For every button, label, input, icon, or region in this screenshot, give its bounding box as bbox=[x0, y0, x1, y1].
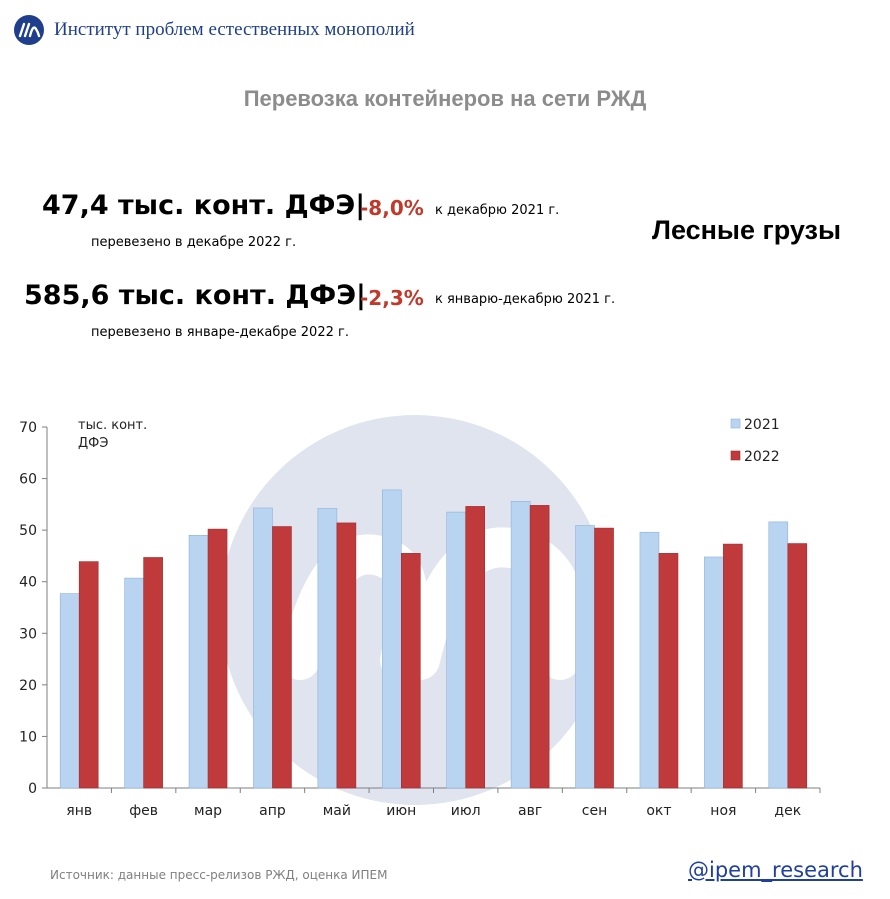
source-note: Источник: данные пресс-релизов РЖД, оцен… bbox=[50, 868, 388, 882]
bar-2022-июн bbox=[400, 553, 421, 789]
x-tick-label: дек bbox=[774, 803, 801, 819]
bar-2022-дек bbox=[787, 543, 808, 789]
bar-2021-янв bbox=[59, 593, 80, 789]
x-tick-label: май bbox=[323, 803, 351, 819]
bar-2022-сен bbox=[594, 527, 614, 789]
y-tick-label: 20 bbox=[19, 678, 37, 694]
x-tick-label: июн bbox=[386, 803, 416, 819]
ipem-logo-icon bbox=[14, 15, 44, 45]
x-tick-label: июл bbox=[451, 803, 481, 819]
year-change: -2,3% bbox=[360, 286, 424, 310]
y-tick-label: 70 bbox=[19, 420, 37, 436]
month-comparison: к декабрю 2021 г. bbox=[435, 203, 560, 218]
y-tick-label: 40 bbox=[19, 575, 37, 591]
bar-2021-июн bbox=[381, 489, 402, 789]
bar-2022-ноя bbox=[723, 543, 743, 789]
bar-chart: 0 10 20 30 40 50 60 70 янв фев мар апр май июн июл авг… bbox=[19, 415, 821, 819]
x-tick-label: авг bbox=[518, 803, 542, 819]
bar-2022-янв bbox=[78, 561, 99, 789]
year-value: 585,6 тыс. конт. ДФЭ| bbox=[24, 280, 366, 311]
bar-2021-ноя bbox=[704, 556, 724, 789]
x-tick-label: окт bbox=[646, 803, 671, 819]
x-tick-label: фев bbox=[129, 803, 158, 819]
x-tick-label: янв bbox=[66, 803, 92, 819]
bar-2021-мар bbox=[188, 535, 209, 789]
legend-label: 2021 bbox=[744, 417, 780, 433]
bar-2022-июл bbox=[465, 506, 486, 789]
y-tick-label: 10 bbox=[19, 729, 37, 745]
bar-2022-фев bbox=[143, 557, 163, 789]
bar-2021-апр bbox=[253, 507, 273, 789]
legend-label: 2022 bbox=[744, 449, 780, 465]
y-tick-label: 30 bbox=[19, 626, 37, 642]
bar-2021-окт bbox=[639, 531, 660, 789]
bar-2021-авг bbox=[510, 500, 531, 789]
bar-2021-июл bbox=[446, 511, 467, 789]
month-note: перевезено в декабре 2022 г. bbox=[91, 235, 297, 250]
legend: 2021 2022 bbox=[730, 417, 780, 465]
header: Институт проблем естественных монополий bbox=[14, 14, 415, 46]
bar-2022-окт bbox=[658, 553, 679, 789]
x-tick-label: сен bbox=[582, 803, 607, 819]
y-tick-label: 0 bbox=[28, 781, 37, 797]
twitter-handle-link[interactable]: @ipem_research bbox=[688, 858, 863, 882]
y-tick-label: 60 bbox=[19, 472, 37, 488]
year-comparison: к январю-декабрю 2021 г. bbox=[435, 292, 616, 307]
bar-2021-май bbox=[317, 508, 338, 789]
bar-2021-дек bbox=[768, 521, 789, 789]
year-note: перевезено в январе-декабре 2022 г. bbox=[91, 325, 349, 340]
bar-2022-май bbox=[336, 522, 357, 789]
bar-2022-мар bbox=[207, 528, 228, 789]
y-tick-label: 50 bbox=[19, 523, 37, 539]
bar-2022-апр bbox=[272, 526, 292, 789]
legend-swatch bbox=[730, 418, 741, 429]
y-axis-label: тыс. конт. ДФЭ bbox=[78, 418, 151, 451]
bar-2021-фев bbox=[124, 577, 144, 789]
page-title: Перевозка контейнеров на сети РЖД bbox=[243, 86, 647, 111]
x-tick-label: мар bbox=[194, 803, 222, 819]
month-change: -8,0% bbox=[360, 196, 424, 220]
legend-swatch bbox=[730, 450, 741, 461]
x-tick-label: апр bbox=[259, 803, 286, 819]
bar-2022-авг bbox=[529, 505, 550, 789]
bar-2021-сен bbox=[575, 525, 595, 789]
category-title: Лесные грузы bbox=[652, 215, 842, 245]
org-name: Институт проблем естественных монополий bbox=[54, 19, 415, 40]
month-value: 47,4 тыс. конт. ДФЭ| bbox=[42, 190, 366, 221]
x-tick-label: ноя bbox=[710, 803, 736, 819]
